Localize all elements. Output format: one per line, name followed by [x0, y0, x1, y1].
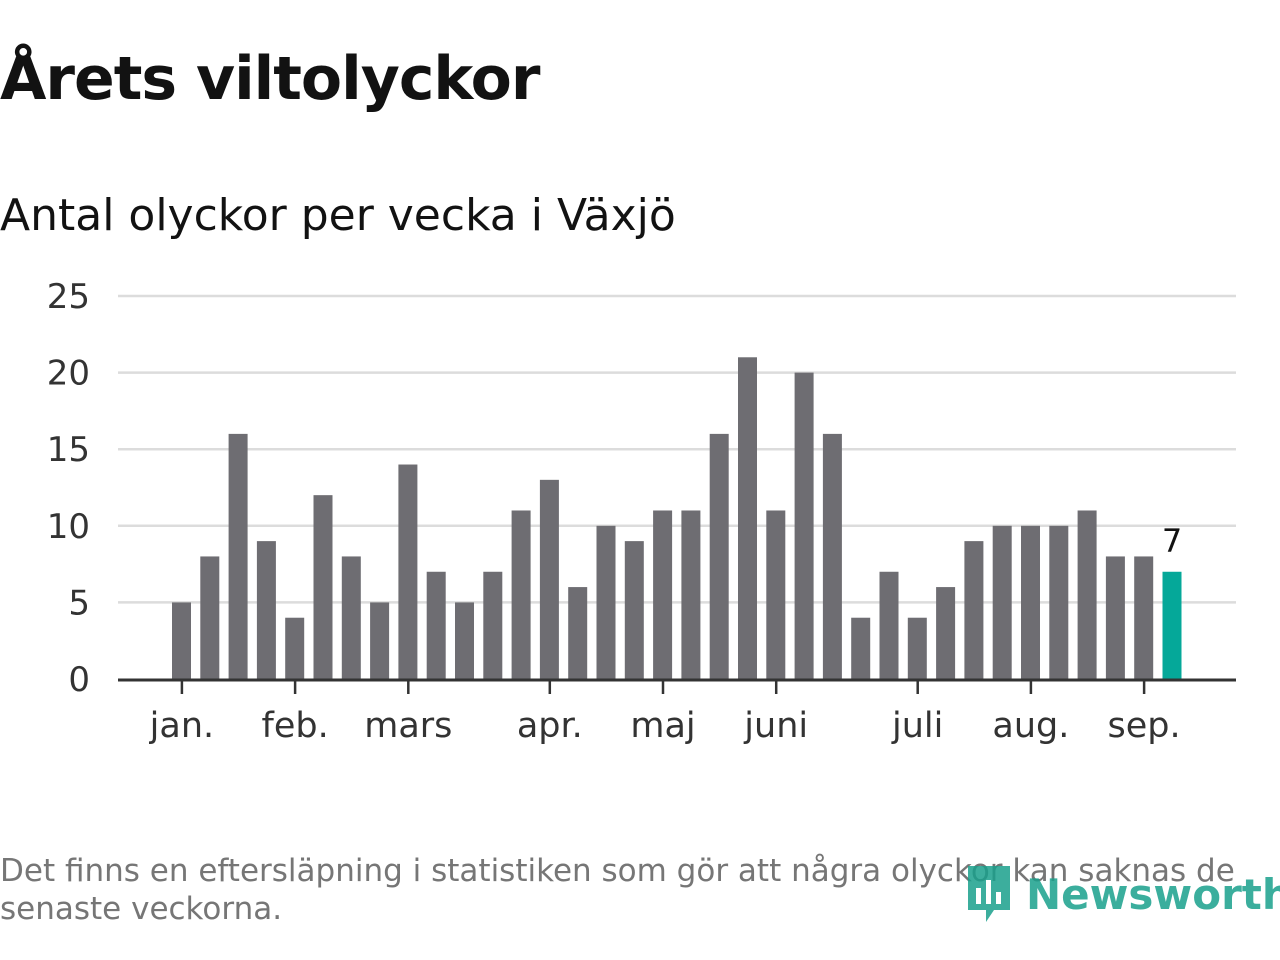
bar: [568, 587, 588, 679]
bar: [936, 587, 956, 679]
bar: [426, 571, 446, 679]
bar: [455, 602, 474, 679]
newsworthy-logo: Newsworthy: [964, 862, 1280, 926]
y-tick-label: 0: [68, 660, 90, 700]
x-tick-label: juni: [743, 706, 808, 746]
x-tick-label: sep.: [1108, 706, 1181, 746]
bar: [596, 525, 616, 679]
y-tick-label: 10: [47, 507, 90, 547]
bar: [794, 372, 814, 679]
x-tick-label: maj: [630, 706, 695, 746]
bar: [738, 357, 757, 679]
x-tick-label: apr.: [517, 706, 583, 746]
bar: [398, 464, 418, 679]
x-tick-label: mars: [364, 706, 452, 746]
bar: [1077, 510, 1097, 679]
bar: [1105, 556, 1125, 679]
y-tick-label: 15: [47, 430, 90, 470]
bar: [907, 617, 927, 679]
highlight-value-label: 7: [1162, 522, 1182, 560]
footnote: Det finns en eftersläpning i statistiken…: [0, 853, 1235, 927]
bar: [851, 617, 871, 679]
bar: [285, 617, 305, 679]
chart-title: Årets viltolyckor: [0, 44, 540, 114]
x-tick-label: aug.: [992, 706, 1069, 746]
bar: [1049, 525, 1069, 679]
x-tick-label: jan.: [149, 706, 214, 746]
newsworthy-logo-icon: [968, 866, 1010, 922]
bar: [256, 541, 276, 679]
bar: [370, 602, 390, 679]
bar-highlight: [1162, 571, 1182, 679]
bar: [1021, 525, 1040, 679]
bar: [709, 433, 729, 679]
bar: [313, 495, 333, 679]
axis-layer: 0 5 10 15 20 25 7 jan. feb. mars apr. maj juni juli au…: [47, 277, 1236, 746]
y-tick-label: 20: [47, 354, 90, 394]
bar: [511, 510, 531, 679]
bar: [483, 571, 503, 679]
newsworthy-logo-text: Newsworthy: [1026, 869, 1280, 919]
bar: [539, 479, 559, 679]
bar: [964, 541, 984, 679]
bar: [879, 571, 899, 679]
bar: [228, 433, 248, 679]
y-tick-label: 5: [68, 583, 90, 623]
bar: [992, 525, 1012, 679]
y-tick-label: 25: [47, 277, 90, 317]
x-tick-label: feb.: [262, 706, 329, 746]
bar: [766, 510, 786, 679]
bar: [822, 433, 842, 679]
bar: [681, 510, 701, 679]
chart-subtitle: Antal olyckor per vecka i Växjö: [0, 190, 676, 241]
x-tick-label: juli: [891, 706, 943, 746]
bar: [172, 602, 191, 679]
bar-layer: [172, 357, 1182, 679]
bar: [341, 556, 361, 679]
bar: [653, 510, 673, 679]
bar: [624, 541, 644, 679]
bar: [200, 556, 220, 679]
bar: [1134, 556, 1154, 679]
